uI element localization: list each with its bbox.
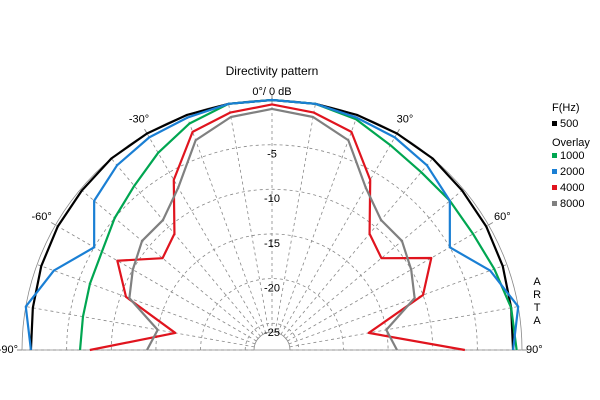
spoke (274, 103, 316, 333)
series-line (89, 103, 466, 352)
series-line (24, 98, 520, 351)
theta-tick-label: 60° (494, 211, 511, 223)
r-tick-label: -15 (264, 238, 280, 250)
grid-ring (244, 322, 300, 351)
legend-swatch (552, 121, 557, 126)
spoke (25, 306, 255, 348)
theta-tick-label: 30° (397, 114, 414, 126)
r-tick-label: -25 (264, 327, 280, 339)
r-tick-label: -5 (267, 149, 277, 161)
legend-swatch (552, 169, 557, 174)
spoke (287, 224, 489, 342)
spoke (280, 133, 398, 335)
legend-label: 1000 (560, 150, 584, 162)
legend-label: 2000 (560, 166, 584, 178)
grid-ring (155, 233, 389, 351)
watermark: ARTA (531, 276, 543, 328)
grid-ring (200, 278, 344, 351)
legend-label: 8000 (560, 198, 584, 210)
spoke (288, 264, 508, 345)
spoke (228, 103, 270, 333)
grid-ring (110, 188, 434, 351)
legend-title: F(Hz) (552, 102, 580, 114)
spoke (277, 114, 358, 334)
theta-tick-label: -60° (31, 211, 51, 223)
legend-label: 500 (560, 118, 578, 130)
spoke (283, 158, 434, 337)
legend-swatch (552, 201, 557, 206)
spoke (110, 158, 261, 337)
spoke (285, 188, 464, 339)
series-line (128, 107, 416, 351)
theta-tick-label: 90° (526, 344, 543, 356)
spoke (80, 188, 259, 339)
spoke (289, 306, 519, 348)
theta-tick-label: -90° (0, 344, 18, 356)
theta-tick-label: 0°/ 0 dB (252, 86, 291, 98)
spoke (146, 133, 264, 335)
legend-subtitle: Overlay (552, 137, 590, 149)
theta-tick (50, 222, 56, 226)
chart-title: Directivity pattern (226, 64, 319, 78)
r-tick-label: -20 (264, 282, 280, 294)
theta-tick-label: -30° (129, 114, 149, 126)
legend-swatch (552, 153, 557, 158)
r-tick-label: -10 (264, 193, 280, 205)
legend-swatch (552, 185, 557, 190)
spoke (186, 114, 267, 334)
legend-label: 4000 (560, 182, 584, 194)
spoke (55, 224, 257, 342)
spoke (36, 264, 256, 345)
theta-tick (488, 222, 494, 226)
